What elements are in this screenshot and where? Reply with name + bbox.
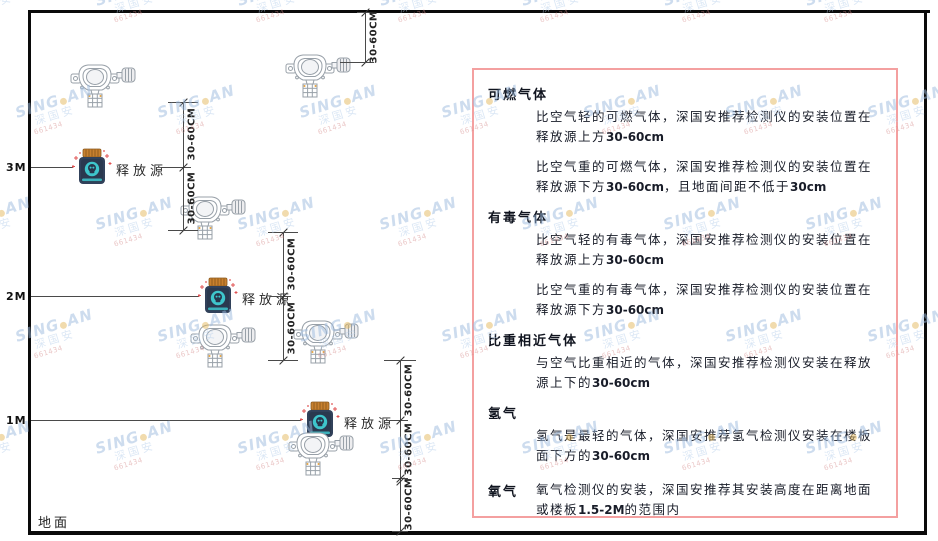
- dimension-extension: [268, 360, 298, 361]
- section-body: 氧气检测仪的安装，深国安推荐其安装高度在距离地面或楼板1.5-2M的范围内: [536, 476, 882, 517]
- section-heading: 氢气: [488, 407, 519, 422]
- height-label-2m: 2M: [6, 290, 27, 303]
- gas-detector-icon: [70, 60, 136, 112]
- dimension-extension: [384, 360, 416, 361]
- dimension-label: 30-60CM: [403, 422, 415, 476]
- level-line-3m: [31, 167, 73, 168]
- dimension-line: [400, 360, 401, 531]
- dimension-extension: [168, 230, 198, 231]
- info-panel-sections: 可燃气体比空气轻的可燃气体，深国安推荐检测仪的安装位置在释放源上方30-60cm…: [488, 84, 882, 517]
- ceiling-line: [28, 10, 930, 13]
- section-body: 比空气轻的可燃气体，深国安推荐检测仪的安装位置在释放源上方30-60cm 比空气重…: [536, 107, 882, 197]
- dimension-label: 30-60CM: [186, 107, 198, 161]
- release-source-bottle-icon: [71, 148, 112, 186]
- section-body: 比空气轻的有毒气体，深国安推荐检测仪的安装位置在释放源上方30-60cm 比空气重…: [536, 230, 882, 320]
- gas-detector-icon: [293, 316, 359, 368]
- section-heading: 氧气: [488, 485, 519, 500]
- dimension-label: 30-60CM: [286, 237, 298, 291]
- height-label-1m: 1M: [6, 414, 27, 427]
- dimension-label: 30-60CM: [368, 10, 380, 64]
- dimension-extension: [168, 102, 198, 103]
- dimension-label: 30-60CM: [186, 171, 198, 225]
- section-paragraph: 氢气是最轻的气体，深国安推荐氢气检测仪安装在楼板面下方的30-60cm: [536, 428, 873, 463]
- panel-section-5: 氧气 氧气检测仪的安装，深国安推荐其安装高度在距离地面或楼板1.5-2M的范围内: [488, 476, 882, 517]
- section-paragraph: 比空气轻的有毒气体，深国安推荐检测仪的安装位置在释放源上方30-60cm: [536, 232, 873, 267]
- info-panel: 可燃气体比空气轻的可燃气体，深国安推荐检测仪的安装位置在释放源上方30-60cm…: [472, 68, 898, 518]
- left-wall-line: [28, 10, 31, 535]
- panel-section-1: 可燃气体比空气轻的可燃气体，深国安推荐检测仪的安装位置在释放源上方30-60cm…: [488, 84, 882, 197]
- section-paragraph: 比空气轻的可燃气体，深国安推荐检测仪的安装位置在释放源上方30-60cm: [536, 109, 873, 144]
- panel-section-2: 有毒气体比空气轻的有毒气体，深国安推荐检测仪的安装位置在释放源上方30-60cm…: [488, 207, 882, 320]
- gas-detector-icon: [190, 320, 256, 372]
- release-source-label: 释放源: [344, 417, 396, 432]
- dimension-line: [365, 12, 366, 62]
- section-body: 氢气是最轻的气体，深国安推荐氢气检测仪安装在楼板面下方的30-60cm: [536, 426, 882, 466]
- gas-detector-icon: [180, 192, 246, 244]
- section-paragraph: 比空气重的有毒气体，深国安推荐检测仪的安装位置在释放源下方30-60cm: [536, 282, 873, 317]
- section-heading: 有毒气体: [488, 211, 549, 226]
- right-wall-line: [924, 10, 927, 535]
- extension-line: [162, 167, 184, 168]
- section-paragraph: 比空气重的可燃气体，深国安推荐检测仪的安装位置在释放源下方30-60cm，且地面…: [536, 159, 873, 194]
- level-line-1m: [31, 420, 301, 421]
- panel-section-3: 比重相近气体与空气比重相近的气体，深国安推荐检测仪安装在释放源上下的30-60c…: [488, 330, 882, 393]
- section-heading: 可燃气体: [488, 88, 549, 103]
- floor-line: [28, 531, 927, 535]
- section-paragraph: 氧气检测仪的安装，深国安推荐其安装高度在距离地面或楼板1.5-2M的范围内: [536, 482, 873, 517]
- dimension-extension: [268, 232, 298, 233]
- dimension-label: 30-60CM: [286, 301, 298, 355]
- dimension-extension: [340, 62, 374, 63]
- ground-label: 地面: [38, 516, 71, 531]
- height-label-3m: 3M: [6, 161, 27, 174]
- section-body: 与空气比重相近的气体，深国安推荐检测仪安装在释放源上下的30-60cm: [536, 353, 882, 393]
- section-paragraph: 与空气比重相近的气体，深国安推荐检测仪安装在释放源上下的30-60cm: [536, 355, 873, 390]
- gas-detector-icon: [285, 50, 351, 102]
- dimension-label: 30-60CM: [403, 363, 415, 417]
- release-source-label: 释放源: [116, 164, 168, 179]
- dimension-label: 30-60CM: [403, 477, 415, 531]
- panel-section-4: 氢气氢气是最轻的气体，深国安推荐氢气检测仪安装在楼板面下方的30-60cm: [488, 403, 882, 466]
- gas-detector-icon: [288, 428, 354, 480]
- release-source-bottle-icon: [299, 401, 340, 439]
- release-source-bottle-icon: [197, 277, 238, 315]
- level-line-2m: [31, 296, 199, 297]
- section-heading: 比重相近气体: [488, 334, 579, 349]
